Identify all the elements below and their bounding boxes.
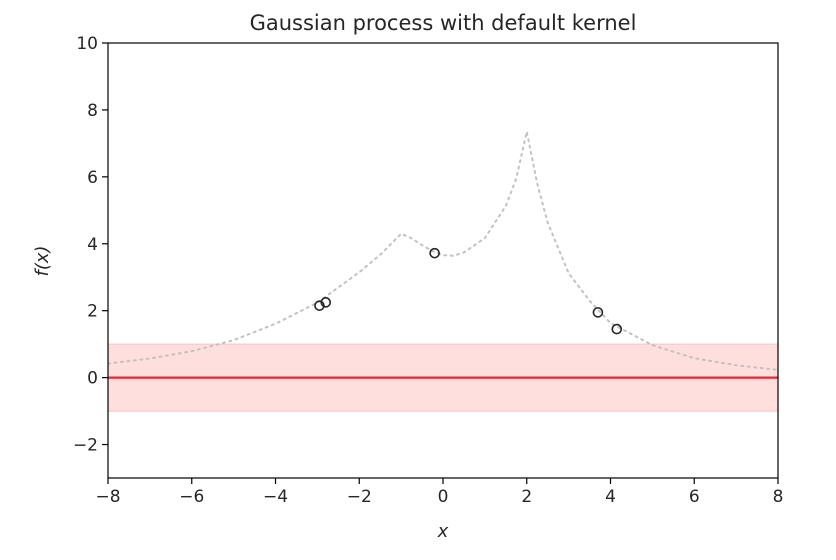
y-tick-label: 10 — [76, 34, 98, 54]
x-tick-label: 4 — [605, 487, 616, 507]
x-tick-label: −4 — [263, 487, 288, 507]
observation-point — [320, 297, 332, 308]
y-tick-label: 2 — [87, 302, 98, 322]
observation-point — [611, 323, 623, 335]
y-tick-label: 8 — [87, 101, 98, 121]
x-tick-label: −8 — [95, 487, 120, 507]
plot-frame — [107, 42, 779, 479]
plot-area — [108, 131, 778, 412]
x-tick-label: −6 — [179, 487, 204, 507]
y-tick-label: 4 — [87, 235, 98, 255]
x-tick-label: −2 — [347, 487, 372, 507]
observation-point — [592, 307, 604, 318]
observation-point — [314, 300, 325, 311]
x-tick-label: 0 — [438, 487, 449, 507]
x-tick-label: 2 — [521, 487, 532, 507]
x-tick-label: 6 — [689, 487, 700, 507]
y-tick-label: −2 — [73, 436, 98, 456]
y-tick-label: 0 — [87, 369, 98, 389]
x-axis-label: x — [437, 521, 449, 542]
y-tick-label: 6 — [87, 168, 98, 188]
observation-point — [429, 247, 440, 259]
chart-title: Gaussian process with default kernel — [250, 11, 637, 35]
x-tick-label: 8 — [773, 487, 784, 507]
axes: −8 −6 −4 −2 0 2 4 6 8 −2 0 2 4 6 8 10 — [73, 34, 783, 507]
true-function-line — [108, 131, 778, 371]
y-axis-label: f(x) — [32, 245, 53, 276]
